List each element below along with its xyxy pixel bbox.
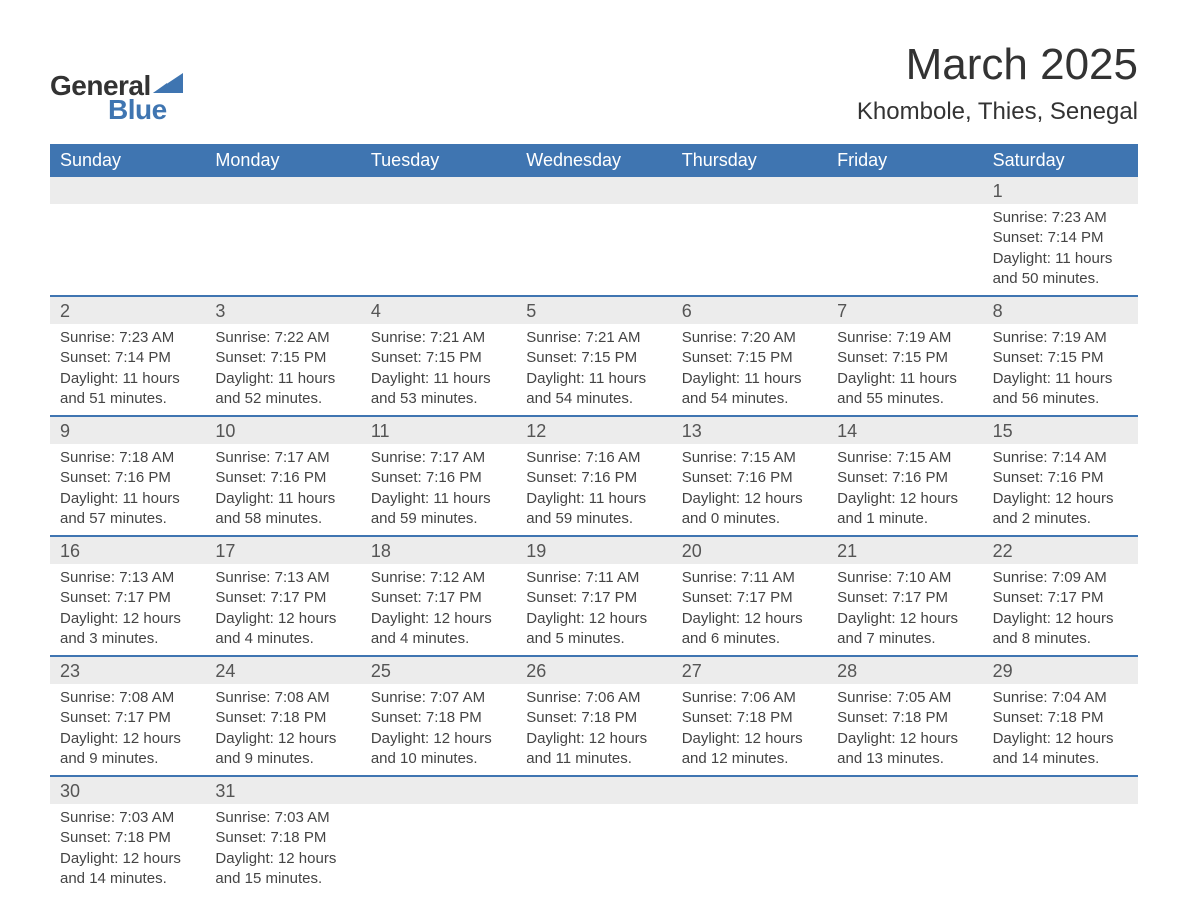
- day-number-cell: 15: [983, 415, 1138, 444]
- weekday-header: Tuesday: [361, 144, 516, 177]
- weekday-header: Monday: [205, 144, 360, 177]
- day-number-cell: [50, 177, 205, 204]
- day-number-cell: 29: [983, 655, 1138, 684]
- day-data-cell: Sunrise: 7:05 AMSunset: 7:18 PMDaylight:…: [827, 684, 982, 775]
- calendar-grid: SundayMondayTuesdayWednesdayThursdayFrid…: [50, 144, 1138, 895]
- day-data-cell: Sunrise: 7:23 AMSunset: 7:14 PMDaylight:…: [983, 204, 1138, 295]
- day-data-cell: Sunrise: 7:06 AMSunset: 7:18 PMDaylight:…: [516, 684, 671, 775]
- day-data-cell: Sunrise: 7:07 AMSunset: 7:18 PMDaylight:…: [361, 684, 516, 775]
- day-data-cell: Sunrise: 7:19 AMSunset: 7:15 PMDaylight:…: [983, 324, 1138, 415]
- day-number-cell: 22: [983, 535, 1138, 564]
- day-number-cell: [827, 775, 982, 804]
- day-data-cell: Sunrise: 7:17 AMSunset: 7:16 PMDaylight:…: [205, 444, 360, 535]
- day-number-cell: [205, 177, 360, 204]
- day-number-cell: 19: [516, 535, 671, 564]
- weekday-header: Sunday: [50, 144, 205, 177]
- day-data-cell: [827, 804, 982, 895]
- day-number-cell: 24: [205, 655, 360, 684]
- day-data-cell: Sunrise: 7:17 AMSunset: 7:16 PMDaylight:…: [361, 444, 516, 535]
- weekday-header: Friday: [827, 144, 982, 177]
- day-data-cell: [672, 804, 827, 895]
- day-data-cell: [361, 804, 516, 895]
- day-data-cell: Sunrise: 7:13 AMSunset: 7:17 PMDaylight:…: [205, 564, 360, 655]
- day-number-cell: [827, 177, 982, 204]
- weekday-header: Thursday: [672, 144, 827, 177]
- day-number-cell: 12: [516, 415, 671, 444]
- logo: General Blue: [50, 70, 183, 126]
- day-data-cell: Sunrise: 7:04 AMSunset: 7:18 PMDaylight:…: [983, 684, 1138, 775]
- day-number-cell: 6: [672, 295, 827, 324]
- day-number-cell: 23: [50, 655, 205, 684]
- day-data-cell: Sunrise: 7:11 AMSunset: 7:17 PMDaylight:…: [516, 564, 671, 655]
- day-number-cell: 5: [516, 295, 671, 324]
- day-data-cell: Sunrise: 7:10 AMSunset: 7:17 PMDaylight:…: [827, 564, 982, 655]
- day-number-cell: 4: [361, 295, 516, 324]
- day-number-cell: 13: [672, 415, 827, 444]
- day-number-cell: 3: [205, 295, 360, 324]
- day-number-cell: 8: [983, 295, 1138, 324]
- day-number-cell: 9: [50, 415, 205, 444]
- day-data-cell: Sunrise: 7:11 AMSunset: 7:17 PMDaylight:…: [672, 564, 827, 655]
- day-data-cell: [827, 204, 982, 295]
- day-number-cell: 16: [50, 535, 205, 564]
- day-data-cell: Sunrise: 7:15 AMSunset: 7:16 PMDaylight:…: [672, 444, 827, 535]
- day-data-cell: Sunrise: 7:03 AMSunset: 7:18 PMDaylight:…: [50, 804, 205, 895]
- day-data-cell: [205, 204, 360, 295]
- day-number-cell: [672, 775, 827, 804]
- day-data-cell: Sunrise: 7:18 AMSunset: 7:16 PMDaylight:…: [50, 444, 205, 535]
- day-number-cell: [516, 775, 671, 804]
- day-number-cell: 2: [50, 295, 205, 324]
- day-number-cell: 10: [205, 415, 360, 444]
- day-data-cell: [50, 204, 205, 295]
- day-data-cell: Sunrise: 7:09 AMSunset: 7:17 PMDaylight:…: [983, 564, 1138, 655]
- day-data-cell: [516, 204, 671, 295]
- day-number-cell: [672, 177, 827, 204]
- day-data-cell: Sunrise: 7:22 AMSunset: 7:15 PMDaylight:…: [205, 324, 360, 415]
- day-number-cell: 18: [361, 535, 516, 564]
- day-number-cell: 30: [50, 775, 205, 804]
- day-data-cell: Sunrise: 7:21 AMSunset: 7:15 PMDaylight:…: [361, 324, 516, 415]
- day-number-cell: [361, 775, 516, 804]
- day-data-cell: [516, 804, 671, 895]
- day-data-cell: Sunrise: 7:21 AMSunset: 7:15 PMDaylight:…: [516, 324, 671, 415]
- day-number-cell: 7: [827, 295, 982, 324]
- header: General Blue March 2025 Khombole, Thies,…: [50, 40, 1138, 126]
- day-number-cell: 20: [672, 535, 827, 564]
- day-data-cell: Sunrise: 7:13 AMSunset: 7:17 PMDaylight:…: [50, 564, 205, 655]
- day-data-cell: [983, 804, 1138, 895]
- day-data-cell: Sunrise: 7:08 AMSunset: 7:18 PMDaylight:…: [205, 684, 360, 775]
- day-number-cell: 21: [827, 535, 982, 564]
- day-data-cell: Sunrise: 7:14 AMSunset: 7:16 PMDaylight:…: [983, 444, 1138, 535]
- weekday-header: Saturday: [983, 144, 1138, 177]
- day-number-cell: 11: [361, 415, 516, 444]
- day-data-cell: Sunrise: 7:12 AMSunset: 7:17 PMDaylight:…: [361, 564, 516, 655]
- day-number-cell: [361, 177, 516, 204]
- day-data-cell: Sunrise: 7:08 AMSunset: 7:17 PMDaylight:…: [50, 684, 205, 775]
- title-block: March 2025 Khombole, Thies, Senegal: [857, 40, 1138, 126]
- day-data-cell: Sunrise: 7:19 AMSunset: 7:15 PMDaylight:…: [827, 324, 982, 415]
- day-number-cell: 17: [205, 535, 360, 564]
- weekday-header: Wednesday: [516, 144, 671, 177]
- day-data-cell: Sunrise: 7:06 AMSunset: 7:18 PMDaylight:…: [672, 684, 827, 775]
- day-number-cell: [516, 177, 671, 204]
- day-data-cell: Sunrise: 7:20 AMSunset: 7:15 PMDaylight:…: [672, 324, 827, 415]
- day-data-cell: [672, 204, 827, 295]
- day-data-cell: Sunrise: 7:16 AMSunset: 7:16 PMDaylight:…: [516, 444, 671, 535]
- day-number-cell: 27: [672, 655, 827, 684]
- day-number-cell: 14: [827, 415, 982, 444]
- logo-text-blue: Blue: [108, 94, 167, 126]
- day-number-cell: 31: [205, 775, 360, 804]
- month-title: March 2025: [857, 40, 1138, 90]
- day-data-cell: Sunrise: 7:15 AMSunset: 7:16 PMDaylight:…: [827, 444, 982, 535]
- day-number-cell: 25: [361, 655, 516, 684]
- day-number-cell: 1: [983, 177, 1138, 204]
- day-data-cell: Sunrise: 7:23 AMSunset: 7:14 PMDaylight:…: [50, 324, 205, 415]
- day-data-cell: [361, 204, 516, 295]
- day-number-cell: 28: [827, 655, 982, 684]
- day-number-cell: 26: [516, 655, 671, 684]
- day-number-cell: [983, 775, 1138, 804]
- day-data-cell: Sunrise: 7:03 AMSunset: 7:18 PMDaylight:…: [205, 804, 360, 895]
- location: Khombole, Thies, Senegal: [857, 98, 1138, 126]
